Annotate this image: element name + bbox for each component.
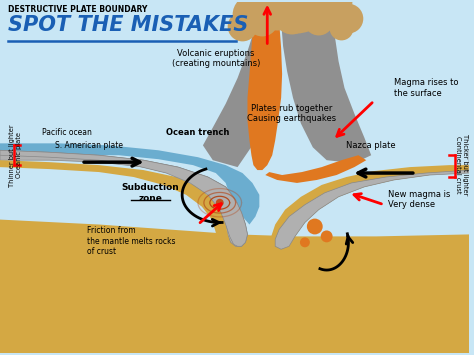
Polygon shape [279,2,371,163]
Text: Thinner but lighter
Oceanic plate: Thinner but lighter Oceanic plate [9,124,22,186]
Polygon shape [247,2,282,170]
Circle shape [216,199,224,207]
Polygon shape [0,150,247,246]
Text: Friction from
the mantle melts rocks
of crust: Friction from the mantle melts rocks of … [87,226,175,256]
Polygon shape [0,160,230,246]
Circle shape [239,0,295,29]
Circle shape [228,12,257,42]
Polygon shape [0,140,259,224]
Text: Plates rub together
Causing earthquakes: Plates rub together Causing earthquakes [247,104,337,123]
Polygon shape [275,150,469,249]
Circle shape [334,4,363,33]
Circle shape [321,230,333,242]
Circle shape [314,0,349,31]
Text: New magma is
Very dense: New magma is Very dense [388,190,450,209]
Text: DESTRUCTIVE PLATE BOUNDARY: DESTRUCTIVE PLATE BOUNDARY [8,5,147,14]
Circle shape [280,0,329,32]
Polygon shape [0,2,469,353]
Text: Volcanic eruptions
(creating mountains): Volcanic eruptions (creating mountains) [172,49,260,68]
Circle shape [301,0,352,28]
Polygon shape [203,2,279,167]
Circle shape [307,219,323,234]
Text: SPOT THE MISTAKES: SPOT THE MISTAKES [8,15,248,35]
Text: Thicker but lighter
Continental crust: Thicker but lighter Continental crust [455,135,468,196]
Circle shape [265,0,328,33]
Polygon shape [265,155,366,183]
Circle shape [255,0,299,31]
Circle shape [233,0,272,34]
Circle shape [300,237,310,247]
Text: Subduction
zone: Subduction zone [122,183,179,203]
Text: Ocean trench: Ocean trench [166,129,230,137]
Circle shape [274,0,310,34]
Circle shape [329,17,354,40]
Text: Nazca plate: Nazca plate [346,141,396,150]
Circle shape [246,5,278,37]
Circle shape [304,6,334,36]
Text: S. American plate: S. American plate [55,141,123,150]
Polygon shape [0,220,469,353]
Text: Magma rises to
the surface: Magma rises to the surface [394,78,458,98]
Text: Pacific ocean: Pacific ocean [42,129,92,137]
Polygon shape [271,165,469,249]
Polygon shape [0,150,247,246]
